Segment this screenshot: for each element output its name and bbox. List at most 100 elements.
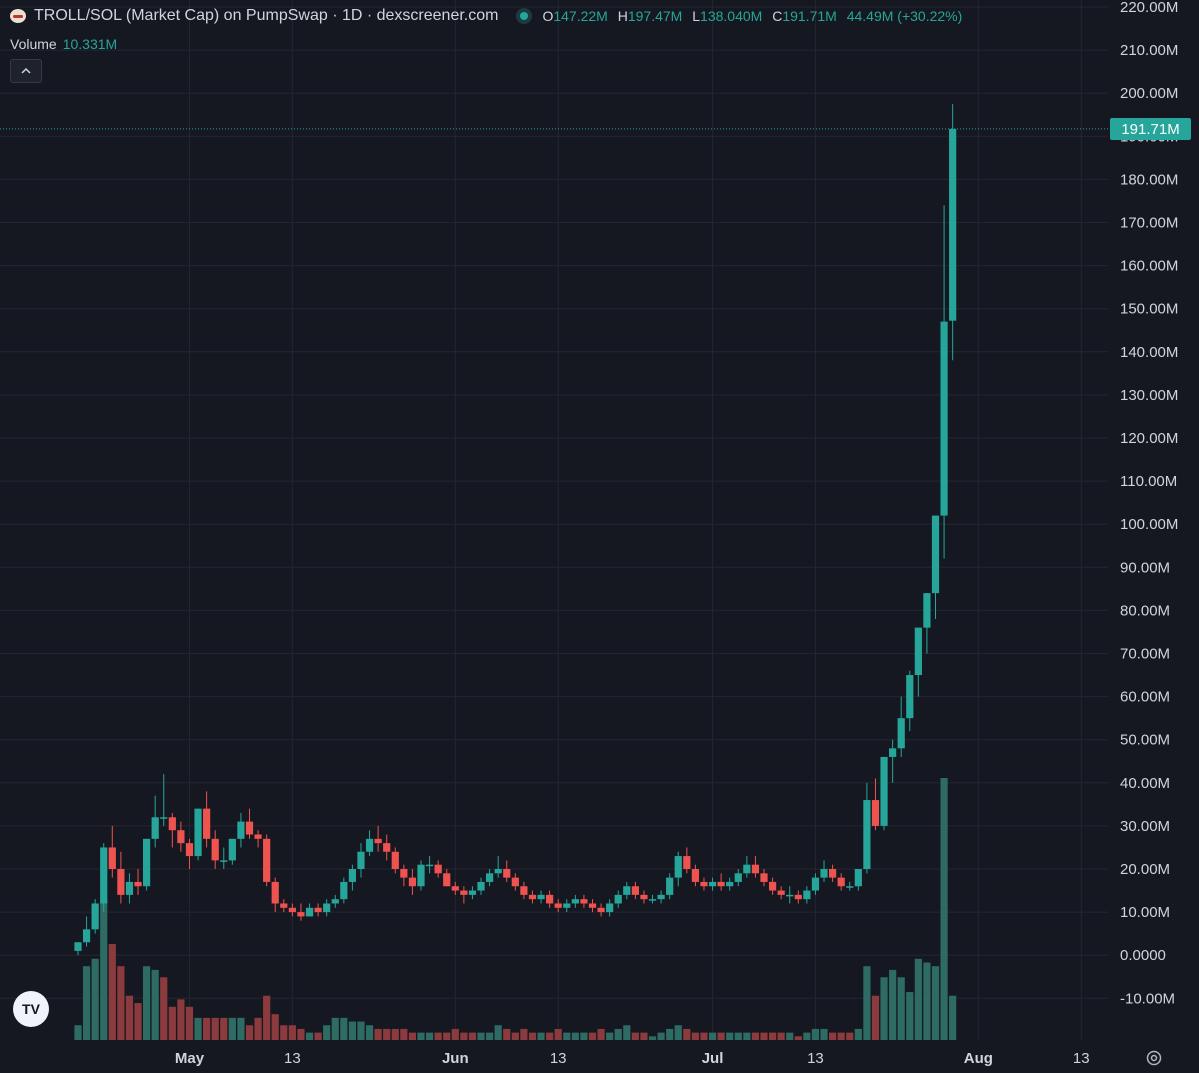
grid bbox=[0, 0, 1108, 1040]
volume-bar bbox=[91, 958, 99, 1040]
candle-body bbox=[683, 856, 691, 869]
volume-bar bbox=[340, 1017, 348, 1040]
candle-body bbox=[425, 864, 434, 867]
y-tick-label: 100.00M bbox=[1120, 516, 1178, 533]
candle-body bbox=[674, 856, 682, 878]
candle-body bbox=[640, 894, 648, 900]
y-tick-label: 130.00M bbox=[1120, 387, 1178, 404]
volume-bar bbox=[511, 1032, 519, 1040]
volume-bar bbox=[520, 1028, 528, 1040]
volume-bar bbox=[391, 1028, 399, 1040]
candle-body bbox=[760, 873, 768, 882]
volume-bar bbox=[683, 1028, 691, 1040]
volume-bar bbox=[786, 1032, 794, 1040]
candle-body bbox=[160, 817, 168, 819]
volume-bar bbox=[648, 1036, 657, 1040]
candles bbox=[74, 104, 957, 956]
volume-bar bbox=[220, 1017, 228, 1040]
candle-body bbox=[580, 899, 588, 904]
y-tick-label: 20.00M bbox=[1120, 861, 1170, 878]
candle-body bbox=[494, 869, 502, 874]
candle-body bbox=[245, 821, 254, 835]
volume-bar bbox=[417, 1032, 425, 1040]
candle-body bbox=[871, 800, 880, 826]
volume-bar bbox=[691, 1032, 699, 1040]
y-tick-label: 80.00M bbox=[1120, 602, 1170, 619]
volume-bar bbox=[923, 962, 931, 1040]
candle-body bbox=[151, 817, 159, 839]
volume-bar bbox=[837, 1032, 845, 1040]
candle-body bbox=[803, 890, 811, 900]
candle-body bbox=[880, 756, 888, 826]
volume-bar bbox=[674, 1025, 682, 1040]
volume-bar bbox=[897, 977, 905, 1040]
x-tick-label: 13 bbox=[284, 1050, 301, 1067]
candle-body bbox=[288, 907, 296, 913]
volume-bar bbox=[194, 1017, 202, 1040]
tradingview-logo-text: TV bbox=[22, 1001, 40, 1017]
chart-legend: TROLL/SOL (Market Cap) on PumpSwap · 1D … bbox=[10, 7, 968, 25]
candle-body bbox=[100, 847, 108, 904]
candle-body bbox=[400, 869, 408, 878]
candle-body bbox=[460, 890, 468, 895]
candle-body bbox=[228, 838, 236, 861]
volume-bars bbox=[74, 778, 957, 1040]
candle-body bbox=[417, 864, 425, 887]
tradingview-logo-icon[interactable]: TV bbox=[13, 991, 49, 1027]
candle-body bbox=[846, 886, 854, 888]
volume-bar bbox=[228, 1017, 236, 1040]
volume-bar bbox=[717, 1032, 725, 1040]
candle-body bbox=[74, 942, 82, 951]
candle-body bbox=[194, 808, 202, 857]
candle-body bbox=[597, 907, 605, 913]
candle-body bbox=[348, 869, 356, 882]
y-tick-label: 200.00M bbox=[1120, 85, 1178, 102]
chevron-up-icon bbox=[21, 67, 31, 74]
volume-bar bbox=[726, 1032, 734, 1040]
ohlc-values: O147.22M H197.47M L138.040M C191.71M 44.… bbox=[542, 8, 968, 24]
volume-bar bbox=[931, 966, 940, 1040]
volume-bar bbox=[546, 1032, 554, 1040]
candle-body bbox=[185, 843, 194, 857]
volume-bar bbox=[563, 1032, 571, 1040]
volume-bar bbox=[271, 1014, 279, 1040]
volume-bar bbox=[408, 1032, 417, 1040]
volume-bar bbox=[640, 1032, 648, 1040]
volume-bar bbox=[125, 995, 134, 1040]
high-value: 197.47M bbox=[627, 8, 683, 24]
volume-bar bbox=[211, 1017, 219, 1040]
candle-body bbox=[666, 877, 674, 895]
candle-body bbox=[829, 869, 837, 878]
candle-body bbox=[537, 894, 545, 900]
candle-body bbox=[700, 881, 708, 887]
volume-bar bbox=[134, 1003, 142, 1040]
y-tick-label: 180.00M bbox=[1120, 171, 1178, 188]
volume-bar bbox=[854, 1028, 862, 1040]
candle-body bbox=[211, 838, 219, 861]
x-tick-label: May bbox=[175, 1050, 205, 1067]
candle-body bbox=[271, 881, 279, 904]
candle-body bbox=[305, 907, 314, 917]
candle-body bbox=[820, 869, 828, 878]
candle-body bbox=[648, 899, 657, 901]
volume-bar bbox=[100, 899, 108, 1040]
high-label: H bbox=[617, 8, 628, 24]
y-tick-label: 40.00M bbox=[1120, 775, 1170, 792]
collapse-legend-button[interactable] bbox=[10, 59, 42, 83]
price-axis[interactable]: 220.00M210.00M200.00M190.00M180.00M170.0… bbox=[1120, 0, 1178, 1007]
candle-body bbox=[117, 869, 125, 895]
x-tick-label: Jul bbox=[702, 1050, 724, 1067]
volume-bar bbox=[331, 1017, 339, 1040]
candle-body bbox=[365, 838, 374, 852]
volume-bar bbox=[151, 969, 159, 1040]
volume-bar bbox=[263, 995, 271, 1040]
candle-body bbox=[143, 838, 151, 887]
volume-bar bbox=[657, 1032, 665, 1040]
volume-bar bbox=[889, 969, 897, 1040]
volume-bar bbox=[588, 1032, 597, 1040]
time-axis[interactable]: May 13 Jun 13 Jul 13 Aug 13 bbox=[175, 1050, 1090, 1067]
volume-bar bbox=[143, 966, 151, 1040]
volume-bar bbox=[829, 1032, 837, 1040]
settings-button[interactable] bbox=[1144, 1048, 1164, 1068]
